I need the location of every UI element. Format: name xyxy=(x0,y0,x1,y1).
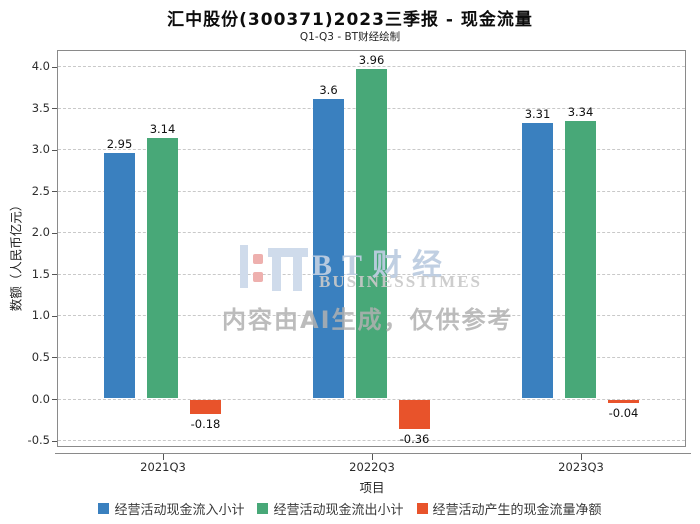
bar xyxy=(147,137,178,399)
x-tick-label: 2021Q3 xyxy=(140,460,186,474)
x-tick-mark xyxy=(372,454,373,460)
chart-title: 汇中股份(300371)2023三季报 - 现金流量 xyxy=(167,10,533,30)
bar-value-label: -0.18 xyxy=(190,417,221,432)
y-tick-mark xyxy=(52,149,57,151)
bar-value-label: 3.6 xyxy=(319,83,338,98)
x-tick-label: 2023Q3 xyxy=(558,460,604,474)
y-tick-label: 2.0 xyxy=(31,225,50,240)
bar-value-label: -0.04 xyxy=(608,405,639,420)
y-tick-label: -0.5 xyxy=(27,433,50,448)
x-axis-label: 项目 xyxy=(359,480,385,495)
y-gridline xyxy=(58,440,685,442)
y-tick-mark xyxy=(52,232,57,234)
bar xyxy=(313,99,344,399)
x-axis-spine xyxy=(55,453,691,454)
y-tick-label: 2.5 xyxy=(31,183,50,198)
y-axis-label: 数额（人民币亿元） xyxy=(8,198,24,312)
legend-item: 经营活动现金流出小计 xyxy=(257,499,404,518)
bar xyxy=(190,399,221,415)
y-tick-label: 3.0 xyxy=(31,142,50,157)
bar xyxy=(565,120,596,399)
legend-label: 经营活动现金流入小计 xyxy=(114,503,245,518)
legend-marker xyxy=(257,503,269,514)
y-tick-label: 1.5 xyxy=(31,266,50,281)
legend-marker xyxy=(416,503,428,514)
y-tick-label: 0.5 xyxy=(31,349,50,364)
legend-label: 经营活动产生的现金流量净额 xyxy=(432,503,602,518)
bar-value-label: -0.36 xyxy=(399,432,430,447)
x-tick-mark xyxy=(163,454,164,460)
bar-value-label: 3.34 xyxy=(567,104,594,119)
y-tick-mark xyxy=(52,315,57,317)
y-gridline xyxy=(58,66,685,68)
bar-value-label: 3.31 xyxy=(524,107,551,122)
legend-marker xyxy=(98,503,110,514)
y-tick-mark xyxy=(52,399,57,400)
legend: 经营活动现金流入小计 经营活动现金流出小计 经营活动产生的现金流量净额 xyxy=(0,499,700,518)
bar xyxy=(399,399,430,430)
bar xyxy=(522,123,553,399)
y-tick-mark xyxy=(52,440,57,442)
x-tick-label: 2022Q3 xyxy=(349,460,395,474)
bar xyxy=(608,399,639,403)
x-tick-mark xyxy=(581,454,582,460)
y-tick-mark xyxy=(52,191,57,193)
y-tick-mark xyxy=(52,108,57,110)
legend-item: 经营活动产生的现金流量净额 xyxy=(416,499,602,518)
y-tick-label: 3.5 xyxy=(31,100,50,115)
bar-value-label: 3.14 xyxy=(149,121,176,136)
y-tick-label: 0.0 xyxy=(31,391,50,406)
y-tick-label: 1.0 xyxy=(31,308,50,323)
bar-value-label: 3.96 xyxy=(358,53,385,68)
bar xyxy=(356,69,387,399)
y-tick-mark xyxy=(52,274,57,276)
legend-label: 经营活动现金流出小计 xyxy=(273,503,404,518)
y-gridline xyxy=(58,398,685,400)
y-tick-mark xyxy=(52,357,57,359)
y-tick-label: 4.0 xyxy=(31,59,50,74)
chart-subtitle: Q1-Q3 - BT财经绘制 xyxy=(299,31,401,43)
bar xyxy=(104,153,135,399)
bar-value-label: 2.95 xyxy=(106,137,133,152)
legend-item: 经营活动现金流入小计 xyxy=(98,499,244,518)
y-tick-mark xyxy=(52,66,57,68)
plot-area: 2.95 3.14 -0.18 3.6 3.96 -0.36 3.31 3.34 -0.04 xyxy=(57,50,686,447)
